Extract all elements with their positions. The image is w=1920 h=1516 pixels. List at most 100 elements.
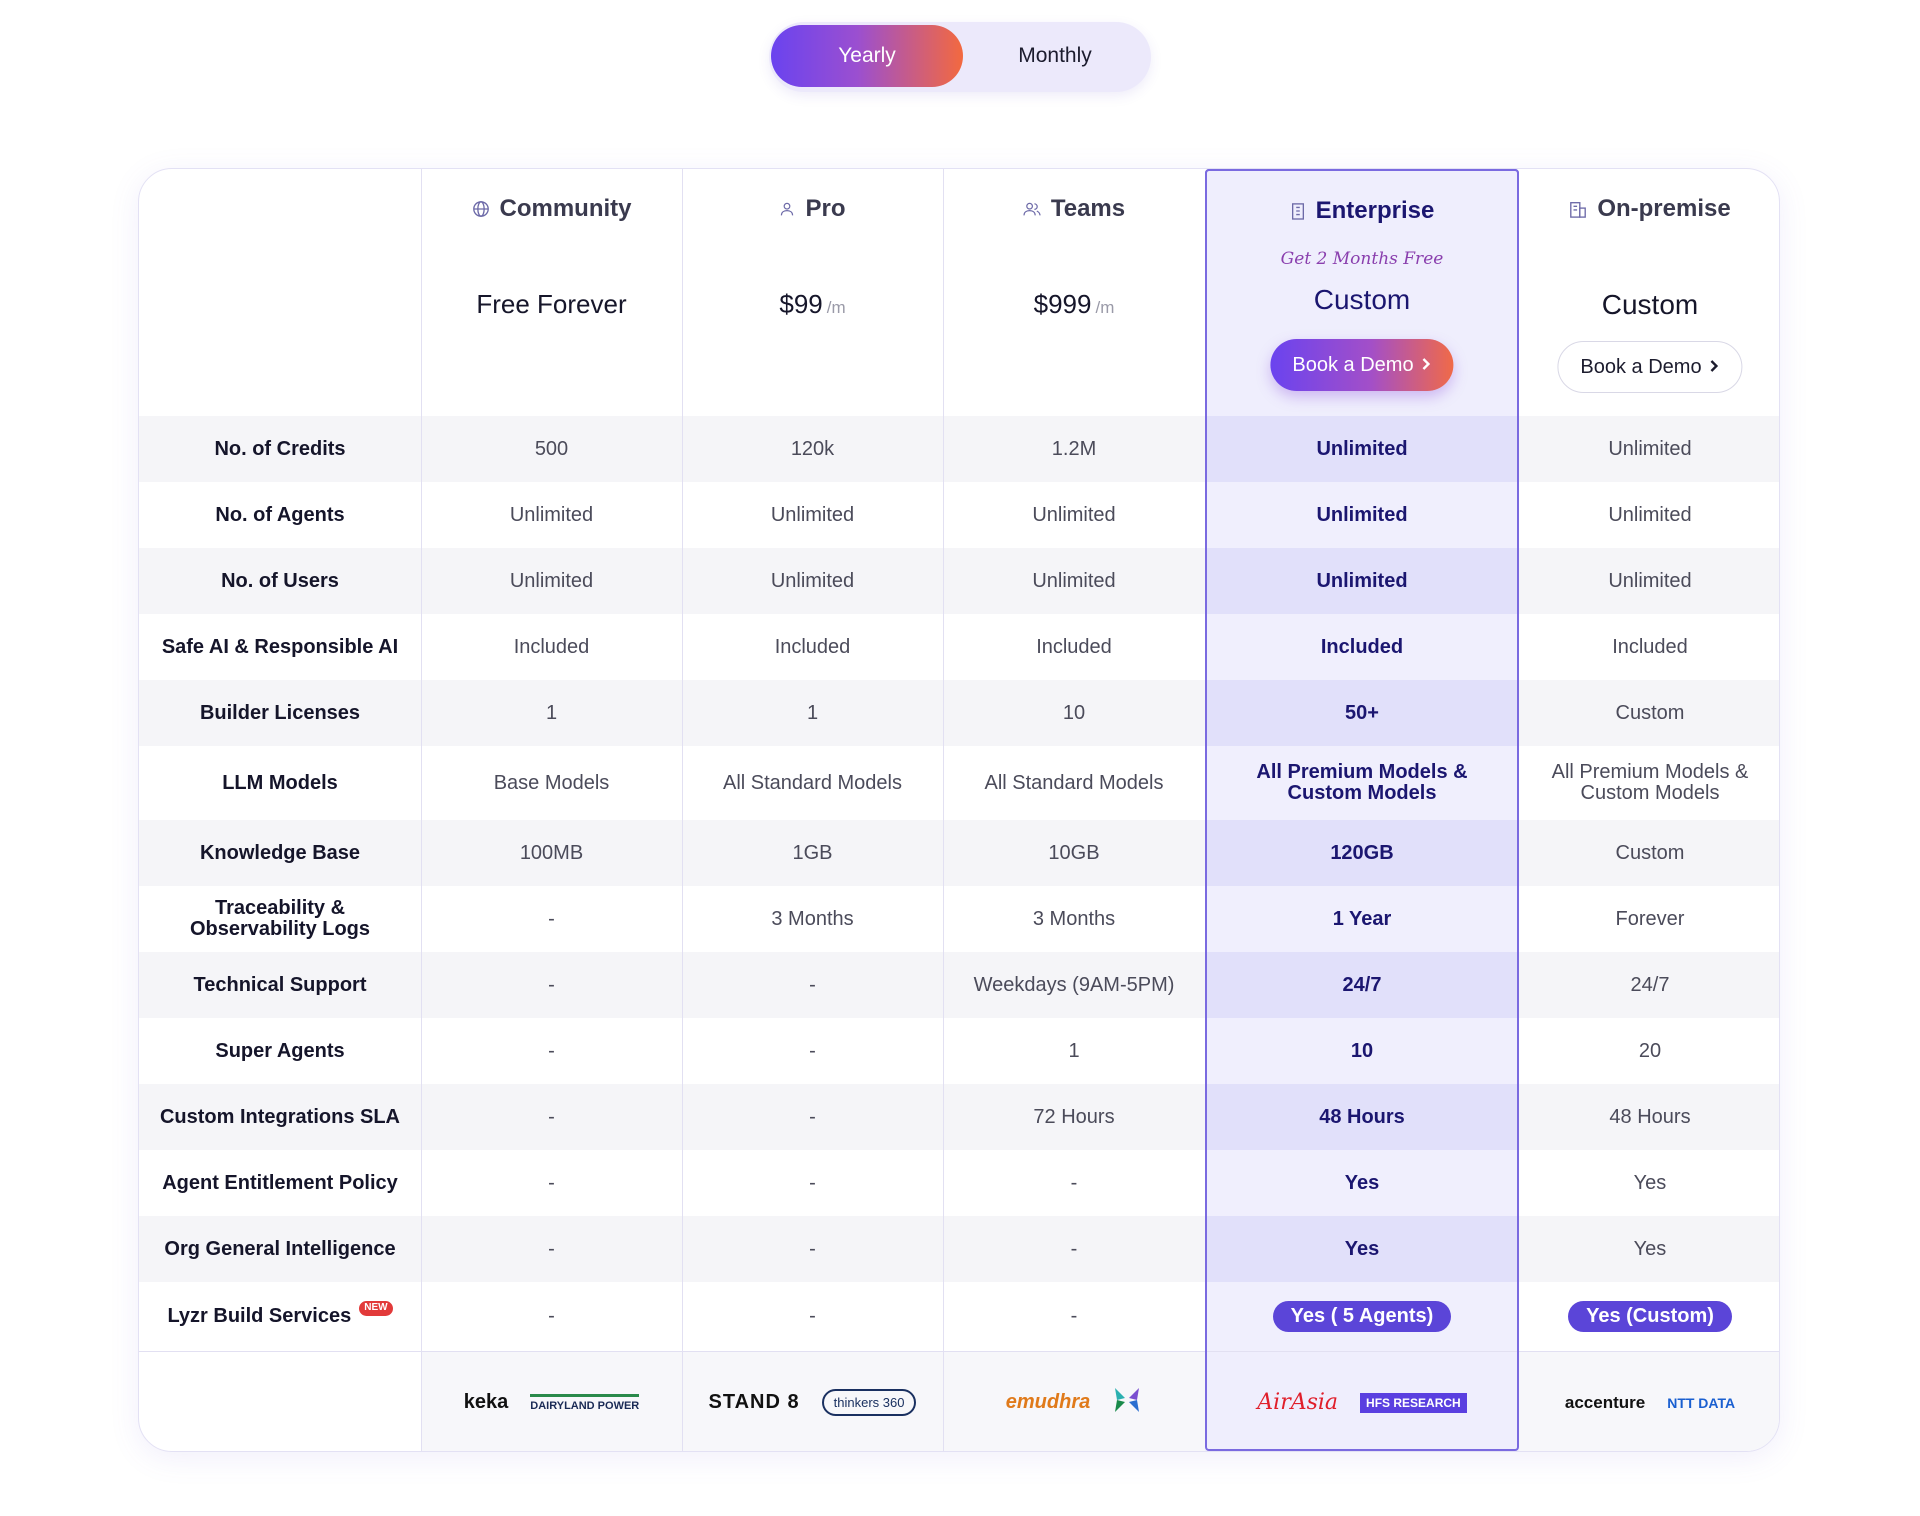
office-icon (1569, 200, 1587, 218)
cell-pro: - (809, 1039, 816, 1062)
plan-name: Enterprise (1315, 197, 1435, 224)
cell-teams: Weekdays (9AM-5PM) (973, 973, 1175, 996)
user-icon (779, 201, 795, 217)
cell-community: - (548, 1105, 555, 1128)
cell-pro: - (809, 1237, 816, 1260)
plan-price: Free Forever (476, 289, 627, 319)
accenture-logo: accenture (1564, 1392, 1646, 1412)
dairyland-power-logo: DAIRYLAND POWER (530, 1393, 640, 1412)
customer-logos-row: keka DAIRYLAND POWER STAND 8 thinkers 36… (139, 1351, 1779, 1451)
plan-name: Community (499, 195, 632, 222)
table-row: Org General Intelligence - - - Yes Yes (139, 1216, 1779, 1282)
cell-community: - (548, 973, 555, 996)
cell-enterprise: Yes ( 5 Agents) (1205, 1282, 1519, 1351)
cell-community: 1 (545, 701, 558, 724)
x-mark-logo (1112, 1385, 1142, 1420)
cell-pro: - (809, 1105, 816, 1128)
cell-on-premise: All Premium Models & Custom Models (1551, 761, 1749, 804)
cell-community: - (548, 1237, 555, 1260)
cell-enterprise: 50+ (1205, 680, 1519, 746)
cell-enterprise: Yes (1205, 1216, 1519, 1282)
thinkers360-logo: thinkers 360 (821, 1389, 917, 1416)
cell-on-premise: 20 (1638, 1039, 1662, 1062)
pricing-table: Community Free Forever Pro $99/m Teams $… (138, 168, 1780, 1452)
logos-teams: emudhra (943, 1351, 1205, 1451)
cell-community: - (548, 1171, 555, 1194)
cell-community: 100MB (519, 841, 584, 864)
table-row: Custom Integrations SLA - - 72 Hours 48 … (139, 1084, 1779, 1150)
cell-teams: 10 (1062, 701, 1086, 724)
cell-on-premise: 48 Hours (1609, 1105, 1691, 1128)
logos-community: keka DAIRYLAND POWER (421, 1351, 682, 1451)
column-divider (682, 169, 683, 1451)
plan-price: Custom (1601, 289, 1699, 320)
row-label: No. of Credits (214, 437, 346, 460)
status-pill: Yes ( 5 Agents) (1272, 1301, 1452, 1332)
table-row: No. of Agents Unlimited Unlimited Unlimi… (139, 482, 1779, 548)
cell-pro: Included (774, 635, 851, 658)
cell-community: Unlimited (509, 569, 594, 592)
table-row: No. of Credits 500 120k 1.2M Unlimited U… (139, 416, 1779, 482)
table-row: Knowledge Base 100MB 1GB 10GB 120GB Cust… (139, 820, 1779, 886)
cell-on-premise: Custom (1615, 701, 1685, 724)
cell-on-premise: Unlimited (1608, 569, 1692, 592)
status-pill: Yes (Custom) (1568, 1301, 1732, 1332)
column-divider (421, 169, 422, 1451)
cell-enterprise: 1 Year (1205, 886, 1519, 952)
keka-logo: keka (463, 1391, 509, 1413)
cell-pro: - (809, 1171, 816, 1194)
row-label: Custom Integrations SLA (159, 1105, 400, 1128)
row-label: Technical Support (193, 973, 367, 996)
logos-enterprise: AirAsia HFS RESEARCH (1205, 1351, 1519, 1451)
cell-enterprise: 10 (1205, 1018, 1519, 1084)
cell-on-premise: Yes (Custom) (1519, 1282, 1779, 1351)
on-premise-book-demo-button[interactable]: Book a Demo (1557, 341, 1743, 393)
cell-community: Included (513, 635, 590, 658)
table-row: No. of Users Unlimited Unlimited Unlimit… (139, 548, 1779, 614)
cell-enterprise: 48 Hours (1205, 1084, 1519, 1150)
cell-community: - (548, 907, 555, 930)
chevron-right-icon (1710, 356, 1720, 379)
row-label: Org General Intelligence (164, 1237, 396, 1260)
table-row: Super Agents - - 1 10 20 (139, 1018, 1779, 1084)
cell-on-premise: Included (1612, 635, 1688, 658)
cell-teams: 1 (1068, 1039, 1080, 1062)
yearly-toggle-option[interactable]: Yearly (771, 25, 963, 87)
cell-teams: Included (1036, 635, 1112, 658)
cell-teams: Unlimited (1032, 503, 1116, 526)
cell-community: 500 (534, 437, 569, 460)
globe-icon (472, 200, 490, 218)
cell-community: - (548, 1039, 555, 1062)
row-label: LLM Models (222, 771, 338, 794)
cell-pro: 3 Months (771, 907, 854, 930)
plan-price: $99/m (779, 289, 846, 319)
cell-pro: Unlimited (770, 503, 855, 526)
row-label: Super Agents (215, 1039, 345, 1062)
plan-header-pro: Pro $99/m (682, 169, 943, 416)
cell-teams: - (1070, 1237, 1078, 1260)
plan-header-community: Community Free Forever (421, 169, 682, 416)
cell-on-premise: Custom (1615, 841, 1685, 864)
row-label: Lyzr Build Services NEW (139, 1282, 421, 1351)
cell-on-premise: Unlimited (1608, 437, 1692, 460)
enterprise-book-demo-button[interactable]: Book a Demo (1270, 339, 1454, 391)
cell-enterprise: All Premium Models & Custom Models (1205, 746, 1519, 820)
table-row: Agent Entitlement Policy - - - Yes Yes (139, 1150, 1779, 1216)
row-label: No. of Users (221, 569, 339, 592)
cell-teams: - (1070, 1171, 1078, 1194)
cell-enterprise: Unlimited (1205, 416, 1519, 482)
hfs-research-logo: HFS RESEARCH (1360, 1392, 1467, 1413)
plan-header-enterprise: Enterprise Get 2 Months Free Custom Book… (1205, 169, 1519, 416)
table-row: Safe AI & Responsible AI Included Includ… (139, 614, 1779, 680)
row-label: Agent Entitlement Policy (162, 1171, 398, 1194)
plan-name: Teams (1050, 195, 1126, 222)
cell-enterprise: Yes (1205, 1150, 1519, 1216)
cell-enterprise: Unlimited (1205, 548, 1519, 614)
cell-pro: 1GB (792, 841, 833, 864)
logos-pro: STAND 8 thinkers 360 (682, 1351, 943, 1451)
monthly-toggle-option[interactable]: Monthly (1018, 44, 1092, 67)
plan-price: Custom (1313, 284, 1411, 315)
cell-teams: 3 Months (1032, 907, 1116, 930)
users-icon (1023, 201, 1041, 217)
row-label: No. of Agents (215, 503, 345, 526)
